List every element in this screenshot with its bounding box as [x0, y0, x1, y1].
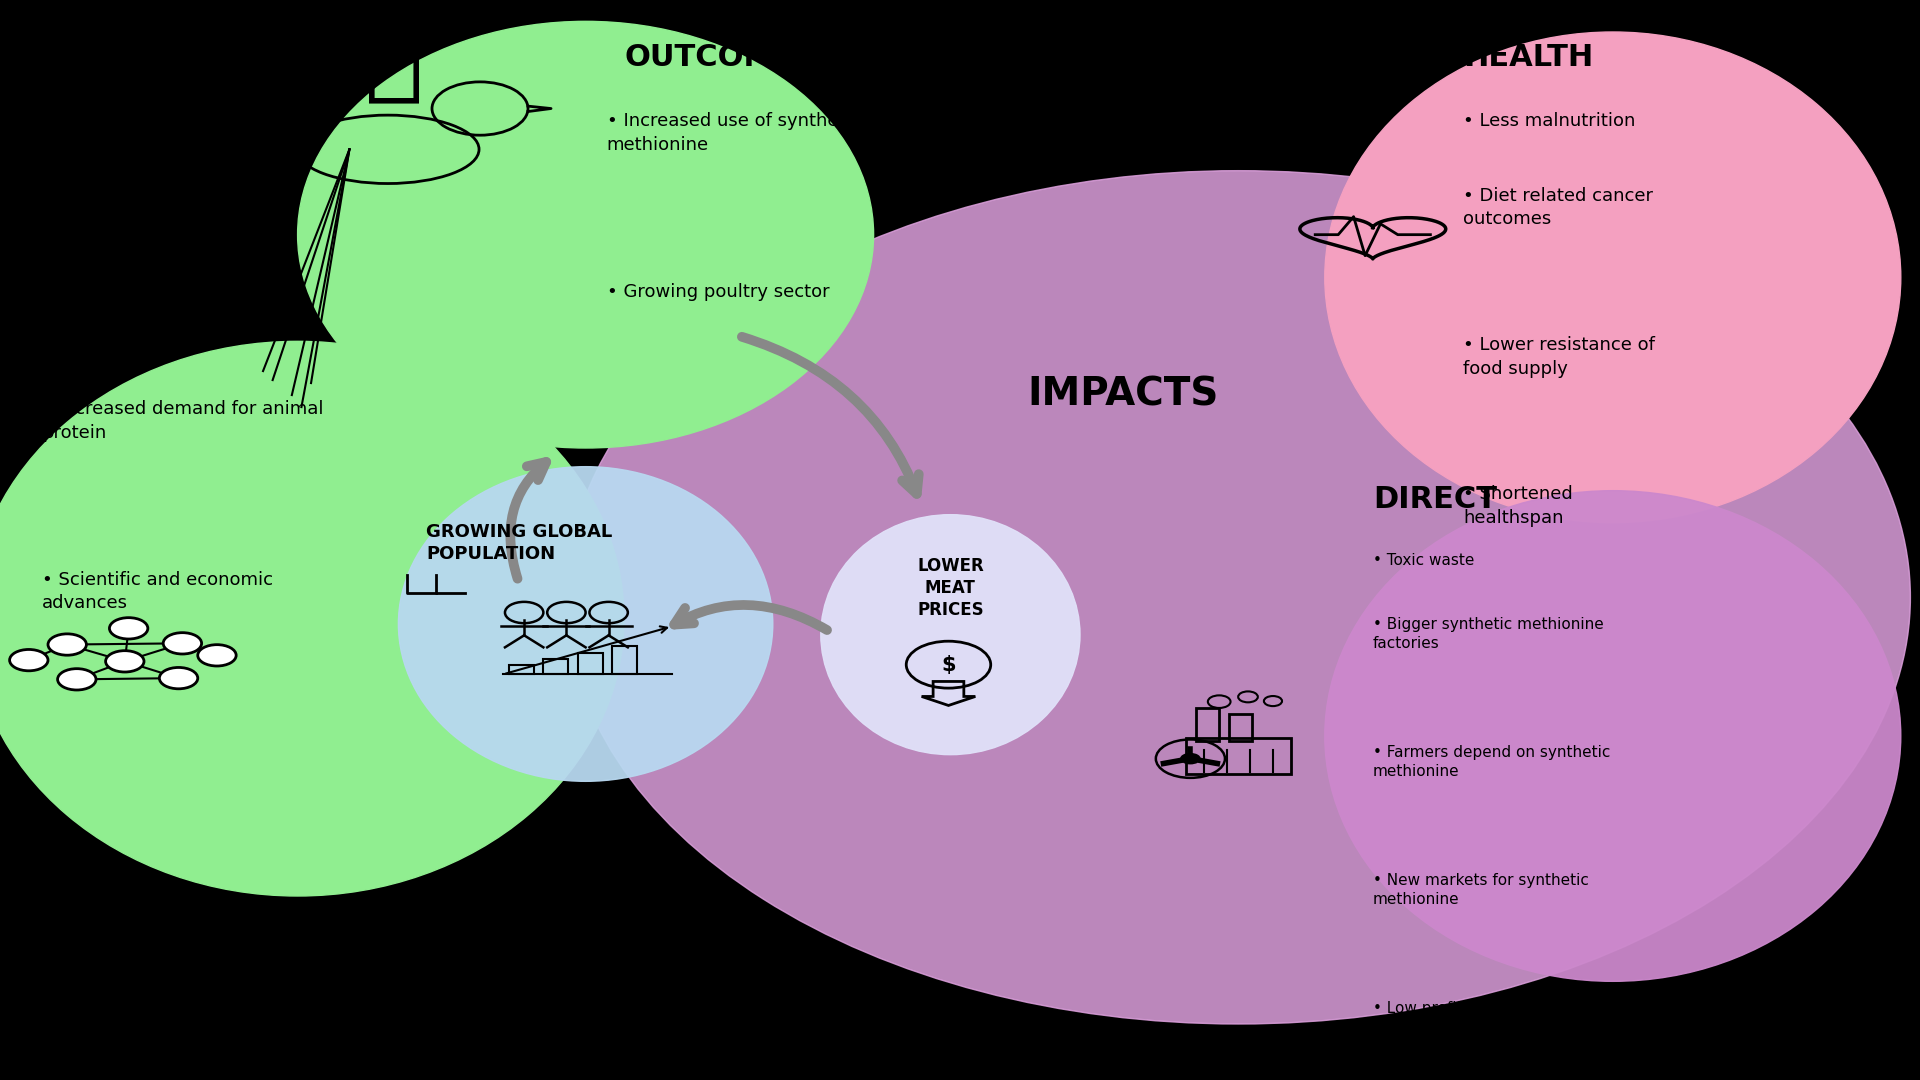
Bar: [578, 653, 603, 674]
Ellipse shape: [1325, 32, 1901, 523]
Ellipse shape: [399, 467, 772, 781]
Text: • Scientific and economic
advances: • Scientific and economic advances: [42, 570, 273, 612]
Circle shape: [10, 649, 48, 671]
Circle shape: [109, 618, 148, 639]
Text: IMPACTS: IMPACTS: [1027, 376, 1219, 414]
Circle shape: [159, 667, 198, 689]
Text: • Lower resistance of
food supply: • Lower resistance of food supply: [1463, 336, 1655, 378]
Text: • Growing poultry sector: • Growing poultry sector: [607, 283, 829, 300]
Ellipse shape: [1325, 490, 1901, 982]
Ellipse shape: [822, 515, 1079, 755]
Ellipse shape: [0, 341, 624, 896]
Text: • Less malnutrition: • Less malnutrition: [1463, 112, 1636, 130]
Text: DRIVERS: DRIVERS: [42, 330, 192, 360]
Bar: [1229, 714, 1252, 741]
Ellipse shape: [566, 171, 1910, 1024]
Text: 🐓: 🐓: [363, 11, 424, 108]
Circle shape: [58, 669, 96, 690]
Circle shape: [1181, 753, 1200, 765]
Text: • Increased use of synthetic
methionine: • Increased use of synthetic methionine: [607, 112, 860, 153]
Text: • Low profit margins: • Low profit margins: [1373, 1000, 1528, 1015]
Circle shape: [163, 633, 202, 654]
Text: • Diet related cancer
outcomes: • Diet related cancer outcomes: [1463, 187, 1653, 228]
Ellipse shape: [298, 22, 874, 448]
Text: • Shortened
healthspan: • Shortened healthspan: [1463, 485, 1572, 527]
Text: OUTCOMES: OUTCOMES: [624, 43, 816, 71]
Text: HEALTH: HEALTH: [1463, 43, 1594, 71]
Circle shape: [198, 645, 236, 666]
Bar: [1196, 707, 1219, 741]
Bar: [612, 646, 637, 674]
Text: GROWING GLOBAL
POPULATION: GROWING GLOBAL POPULATION: [426, 523, 612, 563]
Circle shape: [106, 650, 144, 672]
Text: LOWER
MEAT
PRICES: LOWER MEAT PRICES: [918, 557, 983, 619]
Text: • Farmers depend on synthetic
methionine: • Farmers depend on synthetic methionine: [1373, 744, 1611, 780]
Bar: [1187, 738, 1292, 773]
Text: • New markets for synthetic
methionine: • New markets for synthetic methionine: [1373, 873, 1588, 907]
Circle shape: [48, 634, 86, 656]
Text: • High methionine diet: • High methionine diet: [1373, 1065, 1548, 1080]
Bar: [543, 659, 568, 674]
Text: • Increased demand for animal
protein: • Increased demand for animal protein: [42, 400, 324, 442]
Text: $: $: [941, 654, 956, 675]
Bar: [509, 665, 534, 674]
Text: • Toxic waste: • Toxic waste: [1373, 553, 1475, 567]
Text: • Bigger synthetic methionine
factories: • Bigger synthetic methionine factories: [1373, 617, 1603, 651]
Text: DIRECT: DIRECT: [1373, 485, 1498, 514]
